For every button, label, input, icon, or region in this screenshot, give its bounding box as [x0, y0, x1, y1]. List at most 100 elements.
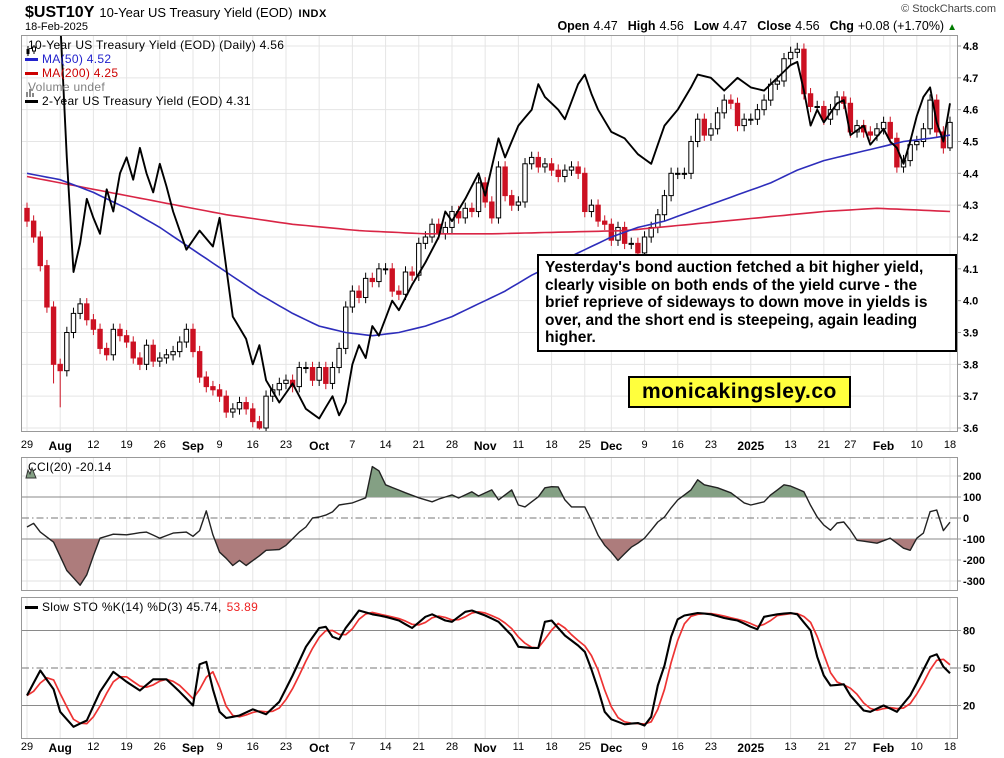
x-tick-label: Nov [473, 439, 497, 453]
y-axis-label: 4.2 [963, 232, 978, 244]
x-tick-label: 23 [279, 741, 293, 753]
x-tick-label: 13 [784, 439, 797, 451]
y-axis-label: 4.4 [963, 168, 979, 180]
ma50-swatch-icon [25, 57, 38, 61]
x-tick-label: 16 [671, 439, 684, 451]
x-tick-label: 26 [153, 741, 166, 753]
y-axis-label: 3.8 [963, 359, 978, 371]
x-axis-labels-bottom: 29 Aug 12 19 26 Sep 9 16 23 Oct 7 14 21 28 Nov 11 18 25 De… [0, 741, 1004, 757]
exchange-tag: INDX [298, 8, 327, 20]
high-value: 4.56 [659, 19, 684, 33]
main-legend: 10-Year US Treasury Yield (EOD) (Daily) … [25, 38, 284, 108]
x-tick-label: 28 [445, 439, 459, 451]
x-tick-label: 13 [784, 741, 797, 753]
high-label: High [627, 19, 656, 33]
y-axis-label: 4.5 [963, 137, 978, 149]
y-axis-label: 4.7 [963, 73, 978, 85]
x-tick-label: 12 [87, 439, 100, 451]
x-tick-label: 2025 [737, 741, 765, 755]
x-tick-label: 23 [704, 439, 718, 451]
x-tick-label: 21 [412, 741, 425, 753]
x-tick-label: 21 [817, 741, 830, 753]
chart-date: 18-Feb-2025 [25, 21, 88, 33]
x-tick-label: 23 [279, 439, 293, 451]
x-tick-label: Aug [48, 439, 72, 453]
sto-swatch-icon [25, 605, 38, 609]
low-label: Low [693, 19, 719, 33]
x-tick-label: 21 [817, 439, 830, 451]
y-axis-label: 20 [963, 701, 975, 713]
x-tick-label: 18 [943, 439, 957, 451]
x-tick-label: Aug [48, 741, 72, 755]
overlay-swatch-icon [25, 99, 38, 103]
x-tick-label: 7 [349, 741, 356, 753]
x-tick-label: 25 [578, 439, 591, 451]
x-tick-label: 16 [671, 741, 684, 753]
copyright: © StockCharts.com [901, 3, 996, 15]
legend-volume: Volume undef [25, 80, 284, 97]
x-tick-label: 16 [246, 439, 259, 451]
annotation-box: Yesterday's bond auction fetched a bit h… [537, 254, 957, 352]
y-axis-label: 0 [963, 513, 969, 525]
y-axis-label: -100 [963, 534, 985, 546]
watermark-badge: monicakingsley.co [628, 376, 851, 408]
legend-ma200-text: MA(200) 4.25 [42, 66, 119, 80]
x-tick-label: 27 [844, 741, 857, 753]
x-tick-label: 28 [445, 741, 459, 753]
x-tick-label: 9 [641, 439, 648, 451]
x-tick-label: 7 [349, 439, 356, 451]
x-axis-labels-top: 29 Aug 12 19 26 Sep 9 16 23 Oct 7 14 21 28 Nov 11 18 25 De… [0, 439, 1004, 455]
y-axis-label: -300 [963, 576, 985, 588]
y-axis-label: 4.8 [963, 41, 978, 53]
ma200-swatch-icon [25, 71, 38, 75]
x-tick-label: 18 [545, 741, 558, 753]
x-tick-label: 9 [216, 741, 223, 753]
x-tick-label: Oct [309, 741, 330, 755]
x-tick-label: 25 [578, 741, 591, 753]
x-tick-label: 18 [545, 439, 558, 451]
legend-price-series: 10-Year US Treasury Yield (EOD) (Daily) … [25, 38, 284, 56]
chg-value: +0.08 (+1.70%) [857, 19, 945, 33]
y-axis-label: 100 [963, 492, 981, 504]
x-tick-label: Sep [181, 741, 205, 755]
page-title: 10-Year US Treasury Yield (EOD) [99, 5, 293, 20]
y-axis-label: 3.6 [963, 423, 978, 432]
legend-2y-text: 2-Year US Treasury Yield (EOD) 4.31 [42, 94, 251, 108]
open-label: Open [557, 19, 590, 33]
cci-panel: 200 100 0 -100 -200 -300 [21, 457, 985, 591]
x-tick-label: 2025 [737, 439, 765, 453]
symbol: $UST10Y [25, 4, 95, 21]
y-axis-label: 3.7 [963, 391, 978, 403]
x-tick-label: 29 [20, 741, 34, 753]
x-tick-label: Sep [181, 439, 205, 453]
close-label: Close [757, 19, 792, 33]
cci-legend: CCI(20) -20.14 [25, 460, 112, 479]
x-tick-label: Feb [872, 741, 895, 755]
y-axis-label: 80 [963, 626, 975, 638]
y-axis-label: 4.3 [963, 200, 978, 212]
y-axis-label: 50 [963, 663, 975, 675]
close-value: 4.56 [795, 19, 820, 33]
x-tick-label: 12 [87, 741, 100, 753]
legend-ma50-text: MA(50) 4.52 [42, 52, 112, 66]
x-tick-label: 16 [246, 741, 259, 753]
x-tick-label: 10 [910, 741, 923, 753]
up-arrow-icon: ▲ [947, 22, 957, 33]
x-tick-label: Feb [872, 439, 895, 453]
y-axis-label: -200 [963, 555, 985, 567]
x-tick-label: 9 [641, 741, 648, 753]
legend-ma50: MA(50) 4.52 [25, 52, 284, 66]
x-tick-label: 21 [412, 439, 425, 451]
x-tick-label: Oct [309, 439, 330, 453]
x-tick-label: 9 [216, 439, 223, 451]
x-tick-label: 26 [153, 439, 166, 451]
x-tick-label: Dec [600, 741, 623, 755]
x-tick-label: 14 [379, 439, 392, 451]
legend-volume-text: Volume undef [28, 80, 105, 94]
title-row: $UST10Y 10-Year US Treasury Yield (EOD) IN… [25, 4, 327, 22]
x-tick-label: 18 [943, 741, 957, 753]
cci-legend-text: CCI(20) -20.14 [28, 460, 112, 474]
x-tick-label: 29 [20, 439, 34, 451]
open-value: 4.47 [593, 19, 618, 33]
x-tick-label: 23 [704, 741, 718, 753]
